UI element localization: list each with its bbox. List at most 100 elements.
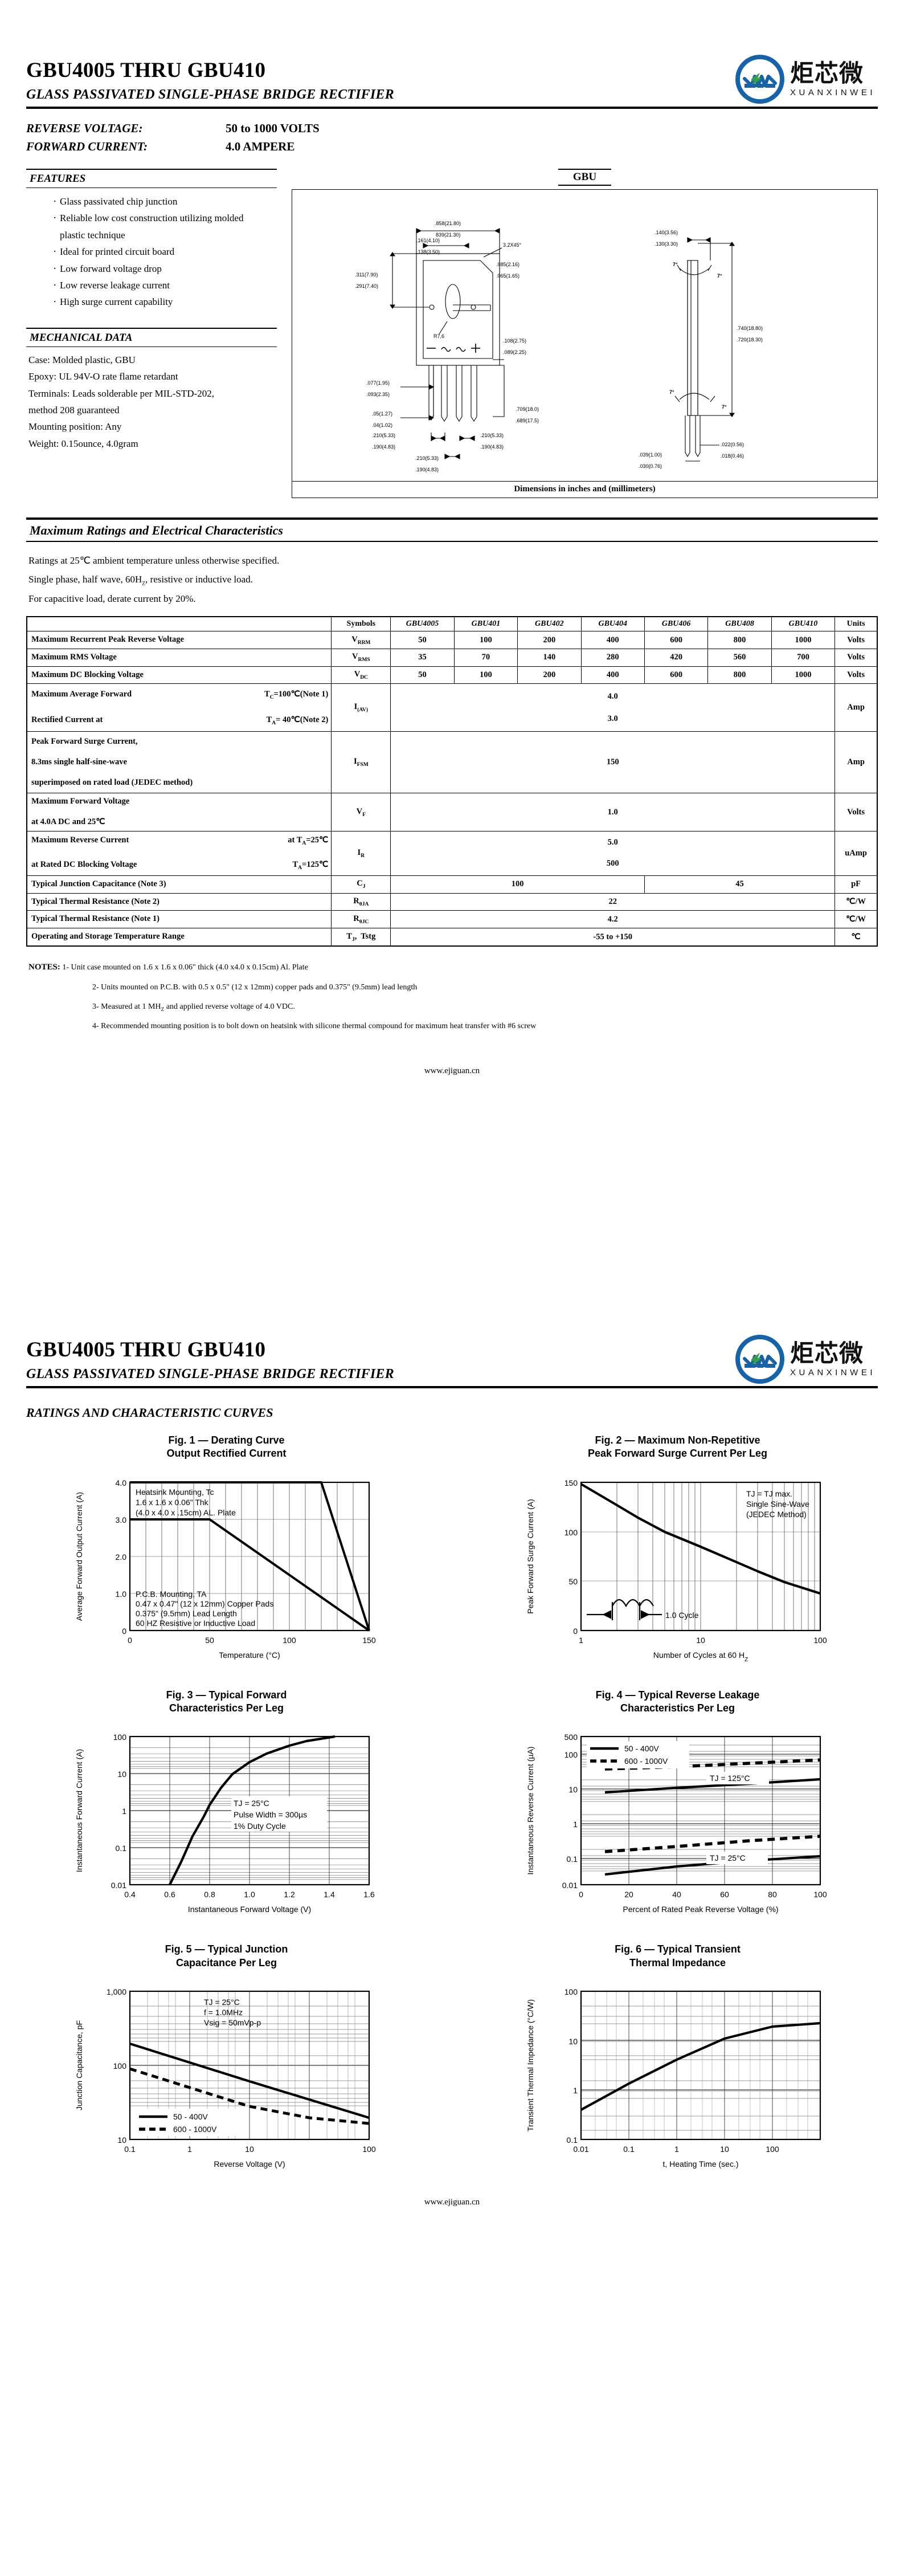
- fig6-xtick: 0.01: [573, 2145, 588, 2154]
- cell-value: 800: [707, 666, 772, 684]
- fig3-annot: Pulse Width = 300µs: [234, 1810, 307, 1819]
- dim-thick-top: .140(3.56): [655, 230, 678, 235]
- fig1-annot: Heatsink Mounting, Tc: [136, 1487, 214, 1497]
- note-row-1: NOTES: 1- Unit case mounted on 1.6 x 1.6…: [28, 957, 878, 978]
- dim-pin2-top: .05(1.27): [372, 411, 392, 417]
- cell-value: 280: [580, 648, 645, 667]
- fig3-xtick: 1.4: [324, 1890, 335, 1899]
- fig6-xlabel: t, Heating Time (sec.): [662, 2159, 738, 2169]
- fig2-ytick: 150: [564, 1478, 578, 1487]
- param-name: Maximum RMS Voltage: [26, 648, 332, 667]
- list-item: Reliable low cost construction utilizing…: [51, 209, 277, 228]
- dim-tab-top: .085(2.16): [496, 262, 520, 267]
- fig1-xtick: 100: [283, 1636, 296, 1645]
- fig1-title-line1: Fig. 1 — Derating Curve: [168, 1434, 285, 1446]
- fig5-xtick: 1: [187, 2145, 192, 2154]
- param-line1: Maximum Average Forward: [31, 689, 132, 699]
- ratings-heading: Maximum Ratings and Electrical Character…: [26, 517, 878, 542]
- features-heading: FEATURES: [30, 172, 86, 185]
- cell-unit: Amp: [835, 731, 878, 794]
- list-item: method 208 guaranteed: [28, 405, 120, 415]
- param-symbol: IFSM: [331, 731, 391, 794]
- fig5-annot: TJ = 25°C: [204, 1998, 240, 2007]
- fig6-plot: 100 10 1 0.1 0.01 0.1 1 10 100 t, Heatin…: [526, 1987, 821, 2169]
- list-item: Mounting position: Any: [28, 421, 122, 433]
- logo-chinese-name: 炬芯微: [790, 1339, 864, 1367]
- cell-value: 70: [453, 648, 518, 667]
- fig1-annot: 0.375" (9.5mm) Lead Length: [136, 1609, 237, 1618]
- logo-diode-icon: [747, 1367, 772, 1375]
- fig6-title-line2: Thermal Impedance: [629, 1957, 726, 1968]
- table-row: Maximum DC Blocking Voltage VDC 50 100 2…: [26, 666, 878, 684]
- list-item: Ideal for printed circuit board: [51, 243, 277, 262]
- th-gbu402: GBU402: [517, 616, 582, 632]
- fig4-ytick: 1: [573, 1820, 578, 1829]
- dim-lead-w-bot: .089(2.25): [503, 349, 526, 355]
- fig1-annot: 0.47 x 0.47" (12 x 12mm) Copper Pads: [136, 1599, 273, 1608]
- features-section-head: FEATURES: [26, 168, 277, 188]
- list-item: High surge current capability: [51, 293, 277, 312]
- fig6-ytick: 100: [564, 1987, 578, 1996]
- cell-value: 100: [453, 666, 518, 684]
- dim-lead-w-top: .108(2.75): [503, 338, 526, 344]
- param-name: Peak Forward Surge Current, 8.3ms single…: [26, 731, 332, 794]
- table-row: Operating and Storage Temperature Range …: [26, 928, 878, 947]
- chart-fig6: Fig. 6 — Typical Transient Thermal Imped…: [468, 1943, 887, 2174]
- ratings-table: Symbols GBU4005 GBU401 GBU402 GBU404 GBU…: [26, 616, 878, 947]
- fig4-ytick: 500: [564, 1733, 578, 1742]
- fig1-ylabel: Average Forward Output Current (A): [75, 1492, 84, 1621]
- fig5-title-line2: Capacitance Per Leg: [175, 1957, 277, 1968]
- package-outline-drawing: .858(21.80) 839(21.30) .161(4.10) .138(3…: [355, 221, 763, 472]
- spec-value: 4.0 AMPERE: [226, 140, 295, 154]
- fig3-title-line2: Characteristics Per Leg: [169, 1702, 284, 1714]
- cell-value: 400: [580, 666, 645, 684]
- package-title: GBU: [558, 168, 612, 186]
- fig4-title-line1: Fig. 4 — Typical Reverse Leakage: [595, 1689, 760, 1701]
- param-symbol: RθJA: [331, 892, 391, 911]
- dim-pitch1-top: .210(5.33): [372, 433, 395, 438]
- param-name: Typical Thermal Resistance (Note 1): [26, 910, 332, 929]
- fig3-xtick: 1.0: [244, 1890, 255, 1899]
- footer-url: www.ejiguan.cn: [424, 1066, 480, 1075]
- fig5-ylabel: Junction Capacitance, pF: [75, 2020, 84, 2110]
- cell-value: 35: [390, 648, 455, 667]
- fig4-legend-1: 50 - 400V: [624, 1744, 659, 1753]
- param-line2: at Rated DC Blocking Voltage: [31, 860, 137, 870]
- cell-value: 200: [517, 631, 582, 649]
- dim-height-bot: .291(7.40): [355, 283, 378, 289]
- list-item: Low forward voltage drop: [51, 260, 277, 279]
- cell-value: 22: [390, 892, 836, 911]
- cell-value: 400: [580, 631, 645, 649]
- param-line1-cond: at TA=25℃: [288, 835, 329, 847]
- cell-value: 150: [390, 731, 836, 794]
- list-item: Epoxy: UL 94V-O rate flame retardant: [28, 371, 178, 382]
- cell-unit: Volts: [835, 648, 878, 667]
- list-item: Weight: 0.15ounce, 4.0gram: [28, 438, 138, 449]
- mechanical-list: Case: Molded plastic, GBU Epoxy: UL 94V-…: [28, 352, 277, 452]
- param-line2-cond: TA= 40℃(Note 2): [266, 715, 329, 726]
- cell-value-span: 4.0 3.0: [390, 683, 836, 732]
- spec-row-forward-current: FORWARD CURRENT: 4.0 AMPERE: [26, 137, 878, 156]
- th-gbu404: GBU404: [580, 616, 645, 632]
- fig6-title: Fig. 6 — Typical Transient Thermal Imped…: [468, 1943, 887, 1970]
- dim-chamfer: 3.2X45°: [503, 242, 522, 248]
- cell-unit: Amp: [835, 683, 878, 732]
- fig3-xtick: 1.2: [284, 1890, 295, 1899]
- datasheet-page-2: GBU4005 THRU GBU410 GLASS PASSIVATED SIN…: [0, 1316, 904, 2576]
- dim-pin-bot: .093(2.35): [366, 392, 390, 397]
- dim-angle-4: 7°: [722, 404, 727, 410]
- fig4-ytick: 0.01: [562, 1881, 577, 1890]
- fig5-annot: Vsig = 50mVp-p: [204, 2018, 261, 2027]
- fig3-xtick: 1.6: [363, 1890, 375, 1899]
- dim-angle-2: 7°: [717, 273, 722, 279]
- param-name: Typical Junction Capacitance (Note 3): [26, 875, 332, 894]
- cell-value-span: 5.0 500: [390, 830, 836, 876]
- param-line2: Rectified Current at: [31, 715, 103, 724]
- fig4-annot-25: TJ = 25°C: [710, 1853, 746, 1862]
- fig2-ytick: 100: [564, 1528, 578, 1537]
- param-symbol: VRRM: [331, 631, 391, 649]
- spec-value: 50 to 1000 VOLTS: [226, 121, 320, 135]
- cell-value: 50: [390, 666, 455, 684]
- chart-fig4: Fig. 4 — Typical Reverse Leakage Charact…: [468, 1689, 887, 1919]
- fig2-annot: TJ = TJ max.: [746, 1489, 792, 1498]
